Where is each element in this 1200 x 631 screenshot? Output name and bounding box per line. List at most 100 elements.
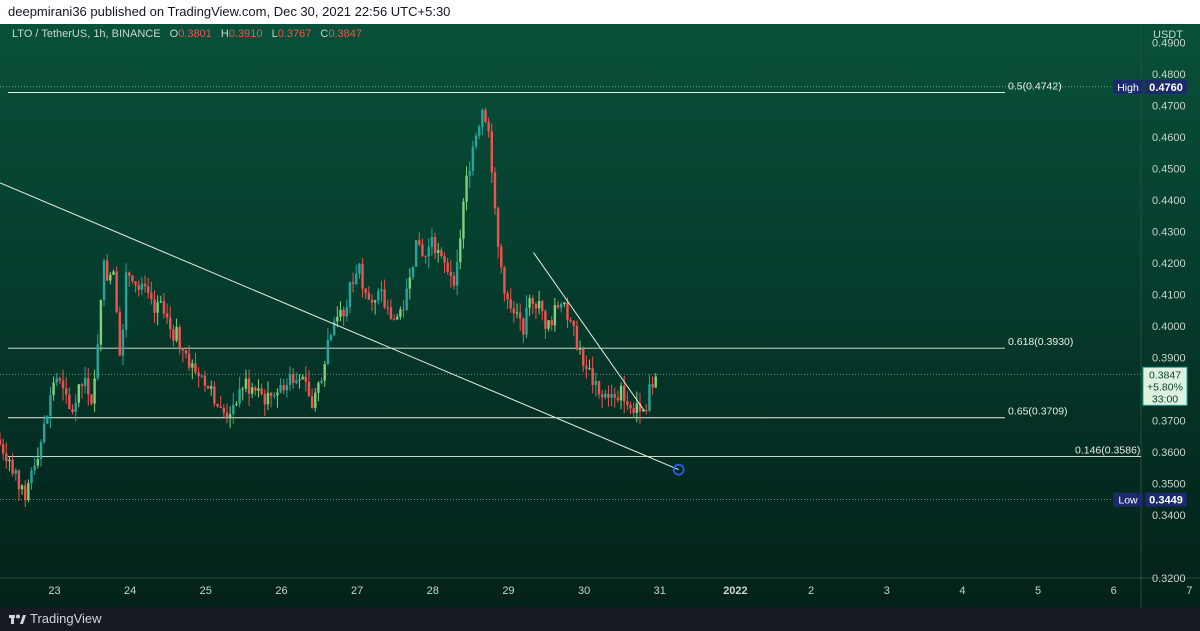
candle-body [184,350,188,354]
candle-body [383,289,386,308]
x-tick-label: 31 [654,585,666,597]
y-tick-label: 0.4900 [1152,38,1186,50]
candle-body [351,282,355,284]
y-tick-label: 0.3400 [1152,510,1186,522]
y-tick-label: 0.3900 [1152,353,1186,365]
footer-bar: TradingView [0,607,1200,631]
candle-body [446,262,449,272]
candle-body [626,401,629,405]
candle-body [219,406,222,408]
candle-body [260,388,263,395]
x-tick-label: 24 [124,585,136,597]
high-value: 0.3910 [228,28,263,40]
candle-body [509,299,512,309]
publish-text: deepmirani36 published on TradingView.co… [8,4,451,19]
candle-body [484,109,487,122]
candle-body [342,309,345,317]
candle-body [36,459,40,466]
x-tick-label: 2 [808,585,814,597]
candle-body [396,316,399,320]
candle-body [134,281,137,286]
candle-body [474,135,478,147]
y-tick-label: 0.4400 [1152,195,1186,207]
low-value: 0.3449 [1149,495,1183,507]
candle-body [547,320,550,329]
candle-body [203,375,207,386]
candle-body [310,396,314,408]
x-tick-label: 23 [48,585,60,597]
x-tick-label: 25 [200,585,212,597]
candle-body [109,274,112,281]
candle-body [0,439,2,445]
y-tick-label: 0.4700 [1152,101,1186,113]
candle-body [251,387,254,394]
candle-body [213,386,216,404]
target-circle-marker [672,463,685,476]
candle-body [430,237,434,247]
candle-body [582,348,585,366]
candle-body [68,394,71,410]
low-value-tag [1145,492,1187,507]
candle-body [632,408,635,413]
candle-body [455,262,459,286]
candle-body [326,339,330,365]
candle-body [651,384,654,388]
candle-body [559,304,563,308]
low-tag [1113,492,1143,507]
chart-area[interactable]: USDT 0.4900 0.4800 0.4700 0.4600 0.4500 0.4400… [0,24,1200,607]
fib-level-label: 0.65(0.3709) [1008,406,1068,418]
candle-body [518,312,522,319]
candle-body [39,442,43,460]
candle-body [194,363,197,373]
candle-body [178,326,181,348]
candle-body [83,377,87,387]
candle-body [93,378,96,404]
candle-body [433,237,437,253]
candle-body [118,311,121,356]
candle-body [563,302,566,305]
candle-body [87,377,90,395]
low-value: 0.3767 [277,28,312,40]
candle-body [5,453,8,462]
candle-body [228,414,232,418]
candle-body [339,309,342,317]
candle-body [254,387,257,391]
candle-body [389,307,393,319]
candle-body [187,353,191,368]
candle-body [169,317,172,330]
y-tick-label: 0.4500 [1152,164,1186,176]
candle-body [49,395,52,417]
candle-body [222,407,226,413]
candle-body [600,394,604,398]
candle-body [172,329,175,341]
candle-body [613,394,616,398]
candle-body [553,304,557,326]
candle-body [506,293,509,300]
candle-body [14,470,17,474]
candle-body [515,312,519,314]
x-tick-label: 4 [959,585,965,597]
chart-legend: LTO / TetherUS, 1h, BINANCE O0.3801 H0.3… [12,28,362,40]
candle-body [585,365,588,369]
candle-body [206,385,210,389]
candle-body [238,388,241,404]
candle-body [156,302,159,313]
y-tick-label: 0.4600 [1152,132,1186,144]
candle-body [443,256,446,263]
candle-body [370,299,374,303]
candle-body [641,410,645,412]
x-tick-label: 30 [578,585,590,597]
candle-body [635,403,639,413]
candle-body [361,263,364,289]
candle-body [367,292,371,300]
low-tag-label: Low [1118,495,1138,507]
candle-body [610,394,613,398]
candle-body [143,283,147,287]
y-tick-label: 0.4200 [1152,258,1186,270]
candle-body [534,303,538,309]
candle-body [531,298,534,304]
candle-body [1,444,5,454]
y-tick-label: 0.3700 [1152,416,1186,428]
candle-body [452,275,456,286]
